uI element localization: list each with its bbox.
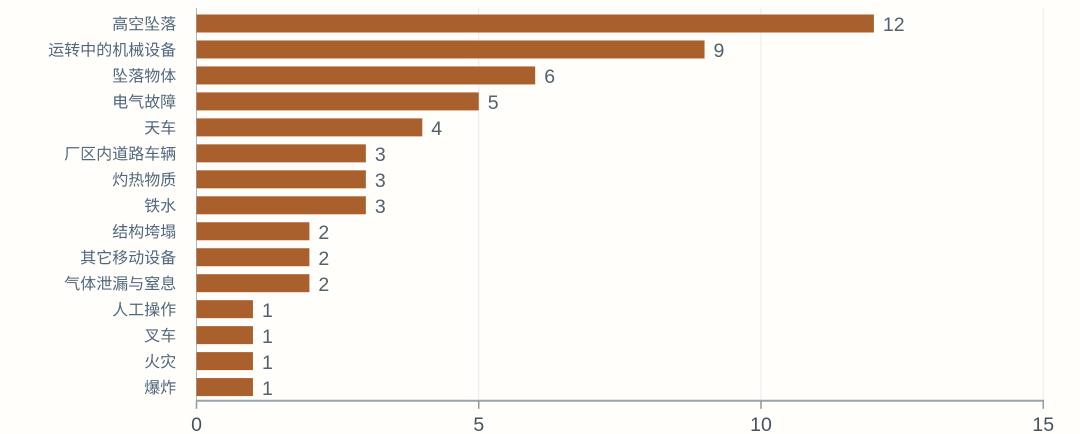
svg-text:1: 1 xyxy=(262,378,273,400)
svg-text:4: 4 xyxy=(431,118,442,140)
svg-text:5: 5 xyxy=(473,414,484,434)
svg-text:9: 9 xyxy=(714,40,725,62)
svg-text:3: 3 xyxy=(375,170,386,192)
svg-text:5: 5 xyxy=(488,92,499,114)
svg-text:1: 1 xyxy=(262,352,273,374)
svg-text:2: 2 xyxy=(318,222,329,244)
svg-text:15: 15 xyxy=(1032,414,1054,434)
svg-text:1: 1 xyxy=(262,326,273,348)
svg-text:12: 12 xyxy=(883,14,905,36)
svg-text:1: 1 xyxy=(262,300,273,322)
svg-text:3: 3 xyxy=(375,144,386,166)
svg-text:2: 2 xyxy=(318,274,329,296)
svg-text:6: 6 xyxy=(544,66,555,88)
svg-text:2: 2 xyxy=(318,248,329,270)
svg-text:3: 3 xyxy=(375,196,386,218)
svg-text:10: 10 xyxy=(750,414,772,434)
svg-text:0: 0 xyxy=(191,414,202,434)
